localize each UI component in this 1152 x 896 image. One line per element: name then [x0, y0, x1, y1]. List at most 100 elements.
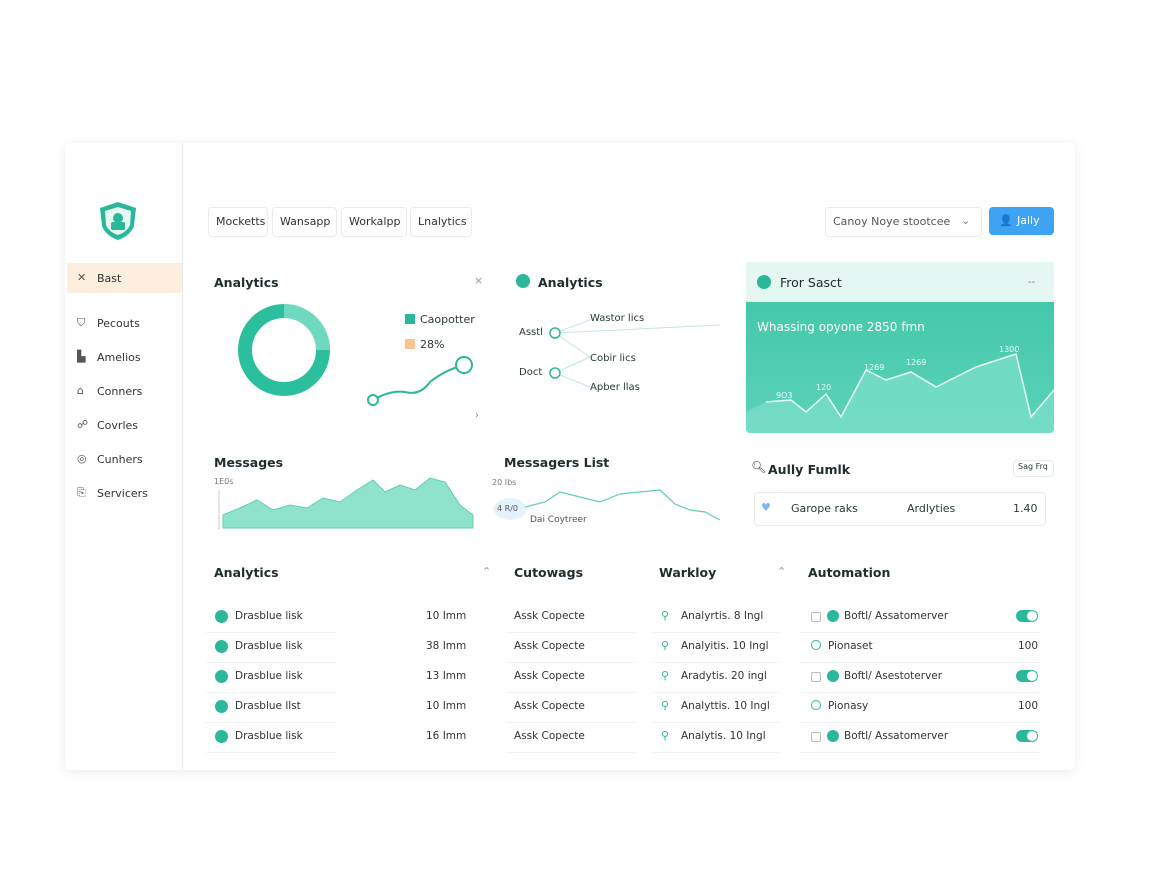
- tab-label: Mocketts: [216, 215, 266, 228]
- row-icon: [811, 700, 821, 710]
- checkbox[interactable]: [811, 732, 821, 742]
- row-icon: ⚲: [661, 609, 670, 622]
- axis-label: 1E0s: [214, 477, 234, 486]
- row-icon: ⚲: [661, 639, 670, 652]
- row-icon: ⚲: [661, 669, 670, 682]
- row-icon: [215, 700, 228, 713]
- row-value: 16 Imm: [426, 730, 467, 742]
- menu-icon: ⛉: [77, 316, 86, 329]
- caption: Dai Coytreer: [530, 515, 587, 525]
- legend-label: 28%: [420, 338, 445, 351]
- row-text: Assk Copecte: [514, 730, 585, 742]
- row-divider: [206, 662, 336, 663]
- toggle[interactable]: [1016, 610, 1038, 622]
- axis-label: 20 Ibs: [492, 478, 517, 487]
- analytics-graphics: ⌄›: [238, 304, 479, 421]
- toggle-knob: [1027, 611, 1037, 621]
- menu-icon: ▙: [77, 350, 86, 363]
- flow-label: Cobir lics: [590, 353, 636, 364]
- tab-label: Lnalytics: [418, 215, 467, 228]
- flow-label: Apber llas: [590, 382, 640, 393]
- row-text: Boftl/ Asestoterver: [844, 670, 943, 682]
- active-item-bg[interactable]: [67, 263, 182, 293]
- row-text: 1.40: [1013, 502, 1038, 515]
- menu-item[interactable]: Bast: [97, 272, 122, 285]
- row-text: Assk Copecte: [514, 610, 585, 622]
- tab[interactable]: Mocketts: [208, 207, 268, 237]
- row-divider: [206, 692, 336, 693]
- tab[interactable]: Workalpp: [341, 207, 407, 237]
- table-title: Automation: [808, 565, 891, 580]
- dropdown-text: Canoy Noye stootcee: [833, 215, 951, 228]
- row-divider: [506, 692, 636, 693]
- flow-graphics: [516, 274, 721, 388]
- collapse-icon[interactable]: ⌃: [777, 565, 787, 578]
- row-text: Analyttis. 10 Ingl: [681, 700, 770, 712]
- row-text: Drasblue lisk: [235, 640, 303, 652]
- app-window: [65, 143, 1075, 770]
- row-divider: [651, 632, 781, 633]
- row-divider: [506, 752, 636, 753]
- row-value: 13 Imm: [426, 670, 467, 682]
- row-divider: [651, 722, 781, 723]
- checkbox[interactable]: [811, 672, 821, 682]
- toggle[interactable]: [1016, 730, 1038, 742]
- card-title: Fror Sasct: [780, 275, 842, 290]
- checkbox[interactable]: [811, 612, 821, 622]
- row-icon: [215, 730, 228, 743]
- menu-item[interactable]: Pecouts: [97, 317, 140, 330]
- flow-node: Asstl: [519, 327, 543, 338]
- row-icon: [827, 610, 839, 622]
- row-text: Boftl/ Assatomerver: [844, 610, 949, 622]
- card-title: Messages: [214, 455, 284, 470]
- card-title: Messagers List: [504, 455, 610, 470]
- card-title: Analytics: [538, 275, 603, 290]
- row-text: Ardlyties: [907, 502, 956, 515]
- row-text: Analytis. 10 Ingl: [681, 730, 766, 742]
- menu-item[interactable]: Amelios: [97, 351, 141, 364]
- small-button[interactable]: Sag Frq: [1013, 460, 1054, 477]
- chevron: ⌄: [961, 214, 971, 227]
- row-text: Assk Copecte: [514, 700, 585, 712]
- row-divider: [206, 722, 336, 723]
- menu-item[interactable]: Cunhers: [97, 453, 143, 466]
- row-text: Assk Copecte: [514, 640, 585, 652]
- flow-label: Wastor lics: [590, 313, 645, 324]
- row-text: Analyitis. 10 Ingl: [681, 640, 769, 652]
- collapse-icon[interactable]: ⌃: [482, 565, 492, 578]
- dropdown[interactable]: Canoy Noye stootcee ⌄: [825, 207, 982, 237]
- promo-subtitle: Whassing opyone 2850 fmn: [757, 320, 925, 334]
- toggle[interactable]: [1016, 670, 1038, 682]
- row-divider: [206, 752, 336, 753]
- search-icon: 🔍︎: [751, 460, 767, 474]
- row-divider: [506, 662, 636, 663]
- row-icon: [215, 670, 228, 683]
- menu-icon: ◎: [77, 452, 87, 465]
- sidebar: [65, 143, 183, 770]
- row-icon: [215, 640, 228, 653]
- row-text: Drasblue llst: [235, 700, 301, 712]
- button-text: Jally: [1017, 214, 1040, 227]
- row-value: 100: [1018, 640, 1039, 652]
- row-divider: [800, 662, 1040, 663]
- menu-item[interactable]: Conners: [97, 385, 143, 398]
- toggle-knob: [1027, 731, 1037, 741]
- chart-label: 9O3: [776, 391, 793, 400]
- chart-label: 1300: [999, 345, 1020, 354]
- row-value: 100: [1018, 700, 1039, 712]
- row-text: Garope raks: [791, 502, 858, 515]
- menu-item[interactable]: Covrles: [97, 419, 138, 432]
- row-icon: ⚲: [661, 699, 670, 712]
- tab[interactable]: Wansapp: [272, 207, 337, 237]
- summary-row: ♥ Garope raks Ardlyties 1.40: [754, 492, 1046, 526]
- row-divider: [506, 632, 636, 633]
- row-divider: [800, 692, 1040, 693]
- menu-item[interactable]: Servicers: [97, 487, 148, 500]
- table-title: Warkloy: [659, 565, 717, 580]
- primary-button[interactable]: 👤 Jally: [989, 207, 1054, 235]
- tab[interactable]: Lnalytics: [410, 207, 472, 237]
- row-text: Pionasy: [828, 700, 869, 712]
- close-icon[interactable]: ×: [474, 274, 484, 287]
- card-title: Aully Fumlk: [768, 462, 851, 477]
